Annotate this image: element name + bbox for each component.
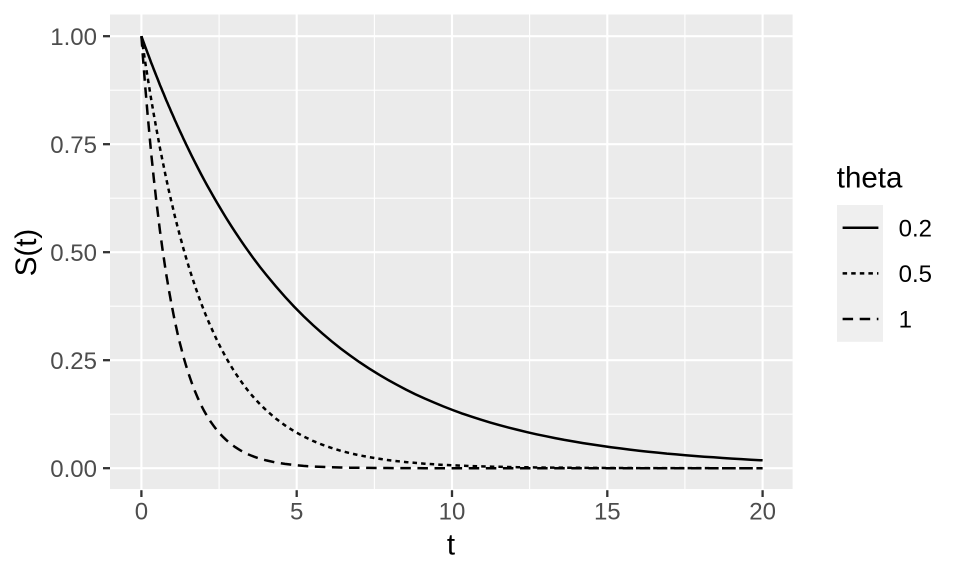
svg-text:5: 5 bbox=[290, 499, 303, 526]
svg-text:1: 1 bbox=[899, 307, 912, 334]
svg-text:t: t bbox=[447, 529, 455, 562]
svg-text:0.00: 0.00 bbox=[50, 456, 97, 483]
svg-text:0.50: 0.50 bbox=[50, 240, 97, 267]
svg-text:0.5: 0.5 bbox=[899, 261, 932, 288]
svg-text:10: 10 bbox=[439, 499, 466, 526]
svg-text:S(t): S(t) bbox=[10, 229, 43, 277]
svg-text:0.2: 0.2 bbox=[899, 215, 932, 242]
svg-text:0.25: 0.25 bbox=[50, 348, 97, 375]
svg-text:0: 0 bbox=[135, 499, 148, 526]
svg-text:15: 15 bbox=[594, 499, 621, 526]
svg-text:1.00: 1.00 bbox=[50, 24, 97, 51]
svg-text:0.75: 0.75 bbox=[50, 132, 97, 159]
svg-text:20: 20 bbox=[749, 499, 776, 526]
svg-text:theta: theta bbox=[837, 162, 903, 195]
